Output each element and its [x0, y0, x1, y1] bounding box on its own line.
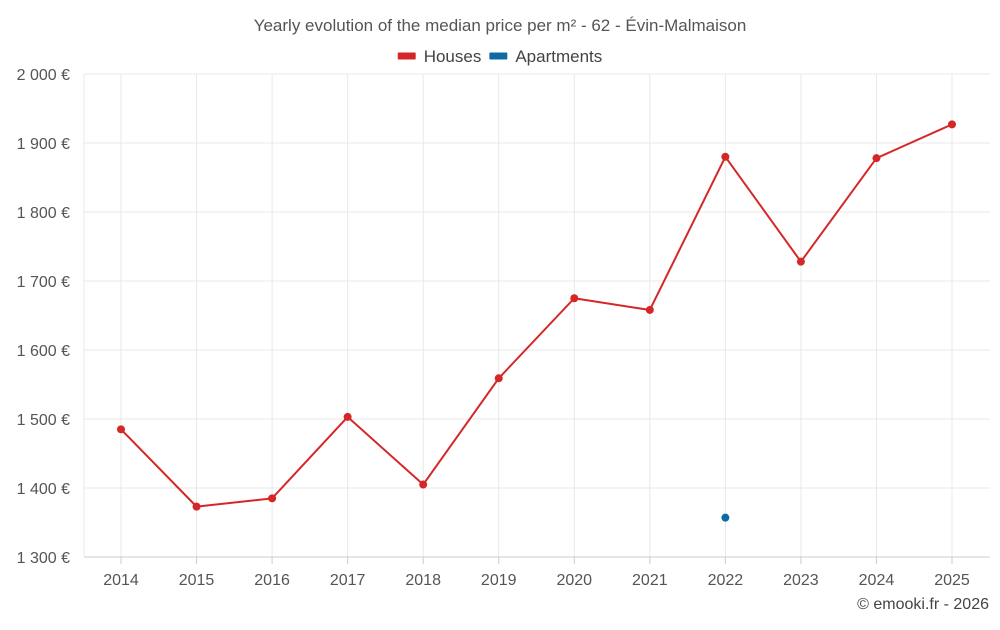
x-tick-label: 2024 [859, 572, 895, 589]
data-point-houses[interactable] [268, 494, 277, 503]
data-point-houses[interactable] [721, 152, 730, 161]
y-tick-label: 1 800 € [17, 205, 70, 222]
x-tick-label: 2020 [556, 572, 592, 589]
data-point-houses[interactable] [419, 480, 428, 489]
series [117, 120, 956, 522]
data-point-houses[interactable] [570, 294, 579, 303]
legend: Houses Apartments [397, 47, 602, 66]
x-tick-label: 2023 [783, 572, 819, 589]
x-tick-label: 2018 [405, 572, 441, 589]
y-tick-label: 1 500 € [17, 412, 70, 429]
data-point-houses[interactable] [494, 374, 503, 383]
legend-swatch-apartments [489, 52, 508, 60]
x-tick-label: 2025 [934, 572, 970, 589]
y-tick-label: 1 400 € [17, 481, 70, 498]
legend-swatch-houses [397, 52, 416, 60]
y-tick-label: 1 700 € [17, 274, 70, 291]
grid [83, 73, 990, 557]
y-tick-label: 2 000 € [17, 67, 70, 84]
series-line-houses [120, 123, 953, 508]
data-point-houses[interactable] [948, 120, 956, 129]
data-point-apartments[interactable] [721, 513, 730, 522]
x-tick-label: 2019 [481, 572, 517, 589]
axes: 1 300 € 1 400 € 1 500 € 1 600 € 1 700 € 1 800… [17, 67, 990, 589]
data-point-houses[interactable] [117, 425, 125, 434]
x-tick-label: 2016 [254, 572, 290, 589]
data-point-houses[interactable] [192, 502, 201, 511]
y-tick-label: 1 300 € [17, 550, 70, 567]
x-tick-label: 2014 [103, 572, 139, 589]
x-tick-label: 2017 [330, 572, 366, 589]
data-point-houses[interactable] [796, 257, 805, 266]
x-tick-label: 2021 [632, 572, 668, 589]
credit-text: © emooki.fr - 2026 [857, 596, 989, 613]
legend-label-apartments: Apartments [515, 47, 602, 66]
data-point-houses[interactable] [343, 412, 352, 421]
legend-label-houses: Houses [424, 47, 482, 66]
data-point-houses[interactable] [645, 305, 654, 314]
y-tick-label: 1 600 € [17, 343, 70, 360]
data-point-houses[interactable] [872, 154, 881, 163]
y-tick-label: 1 900 € [17, 136, 70, 153]
x-tick-label: 2015 [179, 572, 215, 589]
chart-title: Yearly evolution of the median price per… [254, 16, 747, 35]
x-tick-label: 2022 [708, 572, 744, 589]
